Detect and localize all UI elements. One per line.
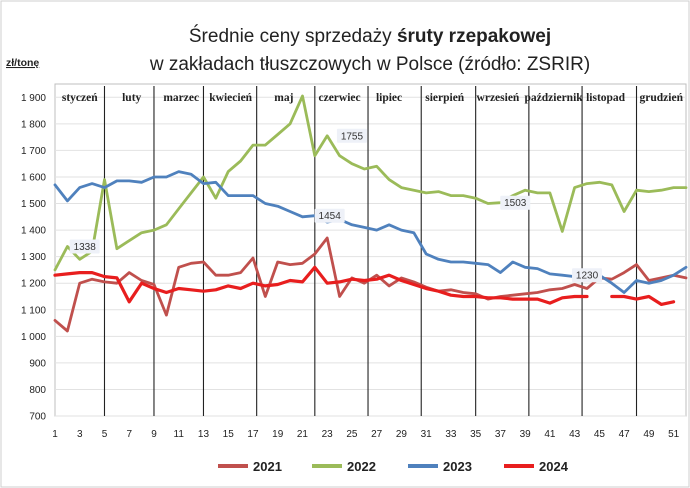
legend-label-2021: 2021 xyxy=(253,459,282,474)
y-tick-5: 1 200 xyxy=(21,279,46,290)
annotation-box-1 xyxy=(336,128,367,143)
x-tick-13: 27 xyxy=(371,429,383,440)
annotation-label-0: 1338 xyxy=(74,242,97,253)
x-tick-4: 9 xyxy=(151,429,157,440)
y-tick-11: 1 800 xyxy=(21,119,46,130)
x-tick-11: 23 xyxy=(322,429,334,440)
x-tick-25: 51 xyxy=(668,429,680,440)
month-label-10: listopad xyxy=(586,92,626,104)
x-tick-8: 17 xyxy=(247,429,259,440)
data-annotations: 1338 1755 1454 1503 1230 xyxy=(69,128,603,283)
annotation-box-2 xyxy=(314,208,345,223)
month-label-5: czerwiec xyxy=(318,92,360,104)
x-tick-12: 25 xyxy=(346,429,358,440)
x-tick-15: 31 xyxy=(421,429,433,440)
month-label-0: styczeń xyxy=(62,92,98,104)
x-tick-0: 1 xyxy=(52,429,58,440)
x-tick-20: 41 xyxy=(544,429,556,440)
x-tick-17: 35 xyxy=(470,429,482,440)
y-tick-8: 1 500 xyxy=(21,199,46,210)
x-tick-labels: 1 3 5 7 9 11 13 15 17 19 21 23 25 27 29 31 33 35 37 39 41 43 4… xyxy=(52,429,679,440)
x-tick-23: 47 xyxy=(619,429,631,440)
chart-title-line2: w zakładach tłuszczowych w Polsce (źródł… xyxy=(149,54,590,75)
series-2024-line-1 xyxy=(610,294,676,306)
chart-title-line1: Średnie ceny sprzedaży śruty rzepakowej xyxy=(189,25,551,47)
month-label-4: maj xyxy=(274,92,293,104)
x-tick-3: 7 xyxy=(126,429,132,440)
x-tick-7: 15 xyxy=(223,429,235,440)
annotation-label-1: 1755 xyxy=(341,131,364,142)
y-tick-0: 700 xyxy=(29,412,46,423)
annotation-label-2: 1454 xyxy=(319,211,342,222)
x-tick-10: 21 xyxy=(297,429,309,440)
x-tick-14: 29 xyxy=(396,429,408,440)
month-label-2: marzec xyxy=(163,92,199,104)
annotation-box-4 xyxy=(572,268,603,283)
month-labels: styczeń luty marzec kwiecień maj czerwiec lipi… xyxy=(62,92,684,104)
x-tick-22: 45 xyxy=(594,429,606,440)
legend-label-2022: 2022 xyxy=(347,459,376,474)
month-label-11: grudzień xyxy=(640,92,684,104)
month-label-3: kwiecień xyxy=(209,92,252,104)
month-dividers xyxy=(103,86,638,416)
x-tick-24: 49 xyxy=(643,429,655,440)
legend-label-2024: 2024 xyxy=(539,459,569,474)
y-tick-10: 1 700 xyxy=(21,146,46,157)
y-tick-6: 1 300 xyxy=(21,252,46,263)
annotation-box-3 xyxy=(500,195,531,210)
annotation-label-3: 1503 xyxy=(504,198,527,209)
y-tick-1: 800 xyxy=(29,385,46,396)
y-tick-3: 1 000 xyxy=(21,332,46,343)
legend: 2021 2022 2023 2024 xyxy=(218,459,569,474)
x-tick-21: 43 xyxy=(569,429,581,440)
legend-label-2023: 2023 xyxy=(443,459,472,474)
month-label-1: luty xyxy=(122,92,141,104)
annotation-box-0 xyxy=(69,239,100,254)
y-tick-labels: 700 800 900 1 000 1 100 1 200 1 300 1 400 1 500 1… xyxy=(21,93,46,423)
x-tick-1: 3 xyxy=(77,429,83,440)
y-axis-label: zł/tonę xyxy=(6,57,39,69)
month-label-9: październik xyxy=(525,92,584,104)
y-tick-12: 1 900 xyxy=(21,93,46,104)
y-tick-9: 1 600 xyxy=(21,172,46,183)
month-label-7: sierpień xyxy=(425,92,465,104)
series-2024-line-0 xyxy=(53,265,589,305)
series-2022-line-0 xyxy=(53,94,688,272)
month-label-8: wrzesień xyxy=(477,92,520,104)
y-tick-7: 1 400 xyxy=(21,226,46,237)
x-tick-5: 11 xyxy=(174,429,185,440)
annotation-label-4: 1230 xyxy=(576,271,599,282)
grid xyxy=(54,83,687,417)
x-tick-19: 39 xyxy=(520,429,532,440)
x-tick-16: 33 xyxy=(445,429,457,440)
x-tick-18: 37 xyxy=(495,429,507,440)
x-tick-9: 19 xyxy=(272,429,284,440)
y-tick-2: 900 xyxy=(29,358,46,369)
y-tick-4: 1 100 xyxy=(21,305,46,316)
month-label-6: lipiec xyxy=(376,92,402,104)
x-tick-2: 5 xyxy=(102,429,108,440)
x-tick-6: 13 xyxy=(198,429,210,440)
